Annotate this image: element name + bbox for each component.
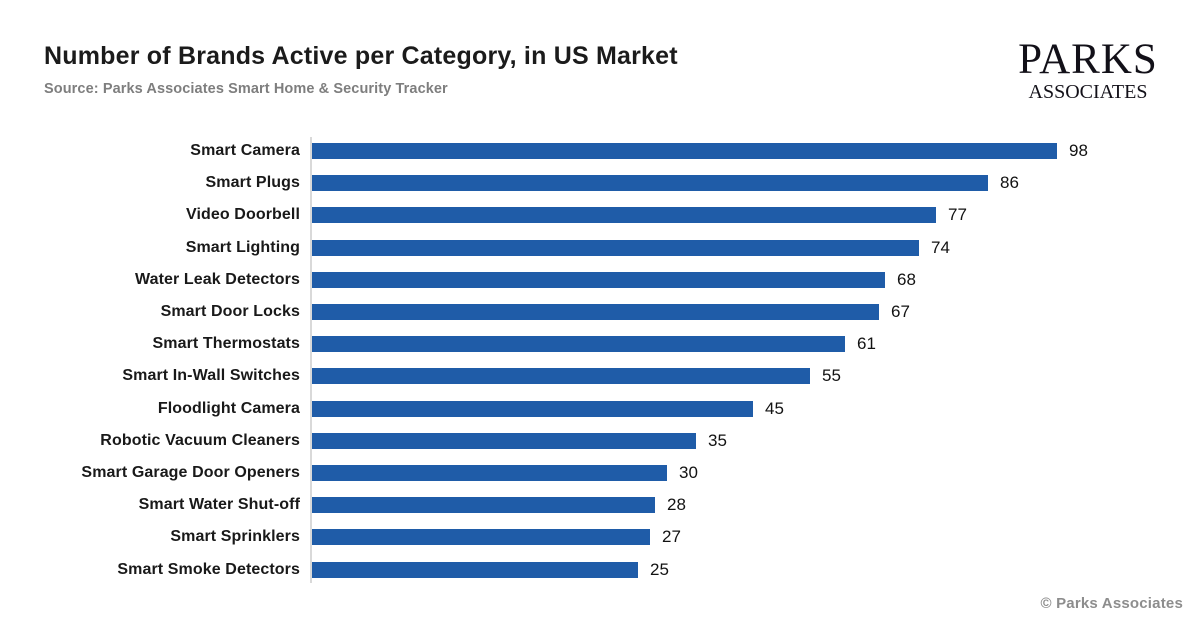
category-label: Smart In-Wall Switches	[122, 367, 300, 385]
bar	[312, 464, 667, 481]
bar	[312, 432, 696, 449]
chart-row: Smart Door Locks 67	[44, 296, 1174, 328]
chart-title: Number of Brands Active per Category, in…	[44, 42, 678, 70]
chart-source: Source: Parks Associates Smart Home & Se…	[44, 81, 448, 97]
chart-row: Smart Plugs 86	[44, 167, 1174, 199]
value-label: 35	[708, 430, 727, 450]
chart-rows: Smart Camera 98 Smart Plugs 86 Video Doorbel…	[44, 135, 1174, 586]
chart-row: Water Leak Detectors 68	[44, 264, 1174, 296]
value-label: 28	[667, 495, 686, 515]
bar	[312, 368, 810, 385]
value-label: 55	[822, 366, 841, 386]
copyright-text: © Parks Associates	[1040, 595, 1183, 612]
chart-row: Video Doorbell 77	[44, 199, 1174, 231]
category-label: Smart Sprinklers	[170, 528, 300, 546]
chart-row: Smart In-Wall Switches 55	[44, 360, 1174, 392]
category-label: Floodlight Camera	[157, 399, 300, 417]
value-label: 77	[948, 205, 967, 225]
chart-row: Smart Camera 98	[44, 135, 1174, 167]
category-label: Smart Plugs	[205, 174, 300, 192]
value-label: 86	[1000, 173, 1019, 193]
chart-row: Robotic Vacuum Cleaners 35	[44, 425, 1174, 457]
category-label: Video Doorbell	[185, 206, 300, 224]
chart-row: Smart Water Shut-off 28	[44, 489, 1174, 521]
chart-row: Smart Garage Door Openers 30	[44, 457, 1174, 489]
bar	[312, 304, 879, 321]
category-label: Smart Thermostats	[152, 335, 300, 353]
value-label: 27	[662, 527, 681, 547]
logo-parks-text: PARKS	[1018, 36, 1158, 83]
parks-associates-logo: PARKS ASSOCIATES	[1018, 38, 1158, 102]
bar	[312, 143, 1057, 160]
category-label: Smart Lighting	[185, 238, 300, 256]
bar	[312, 271, 885, 288]
chart-row: Floodlight Camera 45	[44, 393, 1174, 425]
category-label: Smart Garage Door Openers	[81, 463, 300, 481]
chart-row: Smart Lighting 74	[44, 232, 1174, 264]
chart-row: Smart Sprinklers 27	[44, 521, 1174, 553]
value-label: 67	[891, 302, 910, 322]
category-label: Water Leak Detectors	[134, 270, 300, 288]
value-label: 45	[765, 398, 784, 418]
bar	[312, 400, 753, 417]
bar	[312, 207, 936, 224]
value-label: 30	[679, 462, 698, 482]
bar	[312, 561, 638, 578]
bar	[312, 529, 650, 546]
bar	[312, 175, 988, 192]
y-axis-line	[310, 137, 312, 583]
bar	[312, 239, 919, 256]
bar	[312, 336, 845, 353]
category-label: Smart Smoke Detectors	[117, 560, 300, 578]
value-label: 25	[650, 559, 669, 579]
value-label: 61	[857, 334, 876, 354]
category-label: Smart Camera	[190, 142, 300, 160]
value-label: 68	[897, 269, 916, 289]
category-label: Smart Water Shut-off	[138, 496, 300, 514]
value-label: 74	[931, 237, 950, 257]
category-label: Smart Door Locks	[160, 303, 300, 321]
chart-row: Smart Smoke Detectors 25	[44, 553, 1174, 585]
logo-associates-text: ASSOCIATES	[1028, 81, 1148, 103]
bar	[312, 497, 655, 514]
bar-chart: Smart Camera 98 Smart Plugs 86 Video Doorbel…	[44, 135, 1174, 586]
chart-row: Smart Thermostats 61	[44, 328, 1174, 360]
value-label: 98	[1069, 141, 1088, 161]
category-label: Robotic Vacuum Cleaners	[100, 431, 300, 449]
